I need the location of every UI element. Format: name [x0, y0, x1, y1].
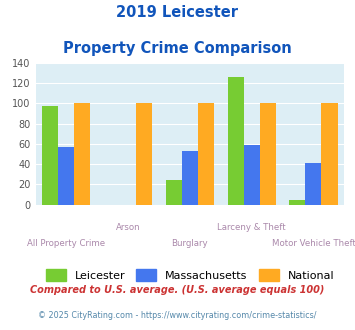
- Bar: [166, 180, 182, 205]
- Text: Larceny & Theft: Larceny & Theft: [217, 223, 286, 232]
- Bar: [260, 103, 276, 205]
- Legend: Leicester, Massachusetts, National: Leicester, Massachusetts, National: [40, 263, 340, 287]
- Bar: [198, 103, 214, 205]
- Text: Burglary: Burglary: [171, 239, 208, 248]
- Bar: [244, 145, 260, 205]
- Bar: [42, 106, 58, 205]
- Text: Arson: Arson: [116, 223, 141, 232]
- Bar: [289, 200, 305, 205]
- Text: All Property Crime: All Property Crime: [27, 239, 105, 248]
- Bar: [58, 147, 75, 205]
- Bar: [182, 151, 198, 205]
- Bar: [136, 103, 152, 205]
- Text: Compared to U.S. average. (U.S. average equals 100): Compared to U.S. average. (U.S. average …: [30, 285, 325, 295]
- Text: 2019 Leicester: 2019 Leicester: [116, 5, 239, 20]
- Bar: [228, 77, 244, 205]
- Text: Property Crime Comparison: Property Crime Comparison: [63, 41, 292, 56]
- Bar: [75, 103, 91, 205]
- Bar: [322, 103, 338, 205]
- Text: © 2025 CityRating.com - https://www.cityrating.com/crime-statistics/: © 2025 CityRating.com - https://www.city…: [38, 311, 317, 320]
- Text: Motor Vehicle Theft: Motor Vehicle Theft: [272, 239, 355, 248]
- Bar: [305, 163, 322, 205]
